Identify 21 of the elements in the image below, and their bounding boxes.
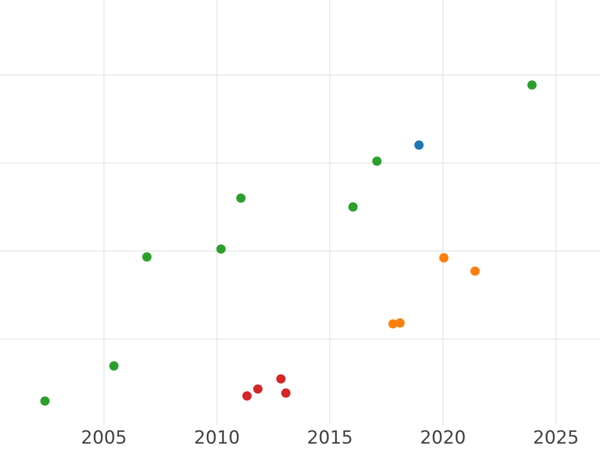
point: [242, 391, 252, 401]
x-tick-label: 2005: [82, 430, 126, 444]
point: [253, 384, 263, 394]
point: [470, 266, 480, 276]
point: [109, 361, 119, 371]
point: [40, 396, 50, 406]
x-tick-label: 2025: [534, 430, 578, 444]
point: [372, 156, 382, 166]
point: [348, 202, 358, 212]
point: [236, 193, 246, 203]
x-tick-label: 2010: [195, 430, 239, 444]
point: [395, 318, 405, 328]
point: [439, 253, 448, 263]
point: [216, 244, 226, 254]
point: [142, 252, 152, 262]
x-tick-label: 2020: [421, 430, 465, 444]
point: [281, 388, 291, 398]
point: [527, 80, 537, 90]
point: [276, 374, 286, 384]
point: [414, 140, 424, 150]
x-tick-label: 2015: [308, 430, 352, 444]
